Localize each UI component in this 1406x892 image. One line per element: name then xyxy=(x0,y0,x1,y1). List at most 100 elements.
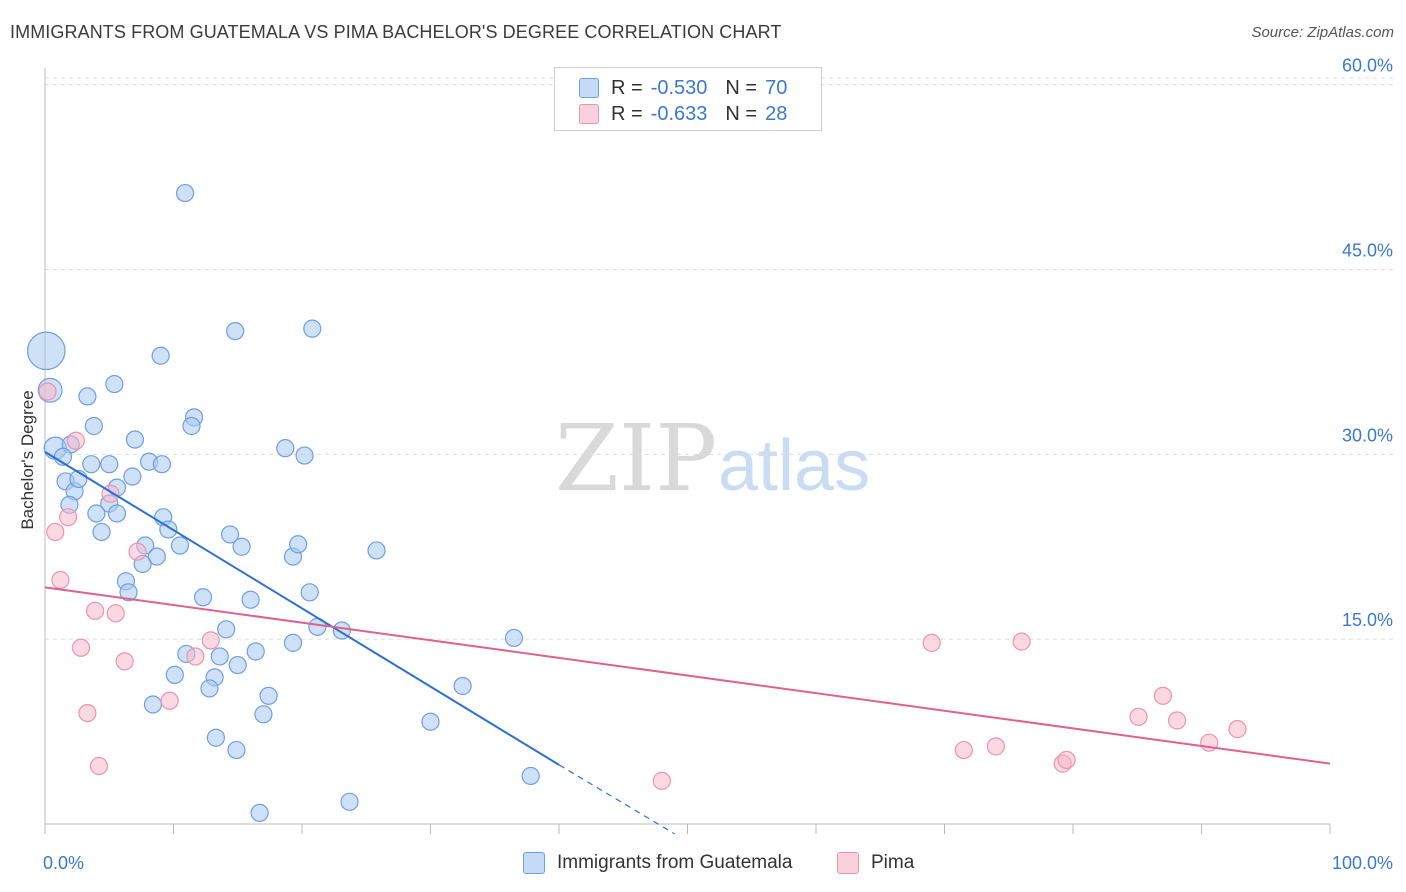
guatemala-point xyxy=(227,740,246,760)
watermark-zip: ZIP xyxy=(555,405,717,512)
guatemala-point xyxy=(289,535,308,554)
pima-point xyxy=(186,647,205,666)
pima-point xyxy=(1153,686,1173,705)
guatemala-point xyxy=(82,455,101,474)
legend-swatch-guatemala xyxy=(579,78,599,98)
legend-n-value: 28 xyxy=(765,102,788,125)
guatemala-point xyxy=(226,321,245,341)
guatemala-point xyxy=(220,525,240,544)
pima-point xyxy=(51,570,70,590)
legend-n-label: N = xyxy=(725,102,758,125)
y-tick-label: 45.0% xyxy=(1342,240,1393,260)
y-tick-label: 30.0% xyxy=(1342,425,1393,445)
pima-point xyxy=(78,703,97,723)
guatemala-point xyxy=(143,695,163,714)
guatemala-point xyxy=(521,766,540,786)
guatemala-point xyxy=(100,455,119,474)
guatemala-point xyxy=(170,536,190,555)
legend-r-value: -0.530 xyxy=(650,76,708,99)
pima-point xyxy=(1228,720,1247,739)
guatemala-point xyxy=(87,504,106,523)
legend-swatch-pima xyxy=(579,104,599,124)
pima-point xyxy=(106,604,125,623)
guatemala-point xyxy=(175,183,195,203)
series-swatch-pima xyxy=(837,852,859,874)
guatemala-point xyxy=(254,705,273,724)
guatemala-point xyxy=(105,374,124,394)
guatemala-point xyxy=(303,319,322,338)
guatemala-point xyxy=(107,504,127,523)
pima-point xyxy=(1012,632,1031,651)
series-label-pima: Pima xyxy=(871,852,915,873)
stats-legend: R = -0.530 N = 70 R = -0.633 N = 28 xyxy=(554,67,822,131)
pima-point xyxy=(86,601,105,620)
guatemala-point xyxy=(26,331,66,371)
guatemala-trend-extension xyxy=(558,764,675,835)
guatemala-point xyxy=(165,665,184,684)
guatemala-point xyxy=(295,446,314,465)
pima-point xyxy=(1129,707,1148,726)
guatemala-trend-line xyxy=(44,451,560,766)
pima-point xyxy=(652,771,671,790)
y-tick-label: 60.0% xyxy=(1342,56,1393,76)
pima-point xyxy=(922,633,941,652)
guatemala-point xyxy=(182,416,201,436)
guatemala-point xyxy=(300,583,319,602)
pima-point xyxy=(71,638,91,657)
legend-row-pima: R = -0.633 N = 28 xyxy=(579,101,787,127)
guatemala-point xyxy=(151,346,170,365)
watermark-atlas: atlas xyxy=(718,426,870,506)
x-tick-label: 0.0% xyxy=(43,853,84,873)
guatemala-point xyxy=(228,655,247,675)
guatemala-point xyxy=(453,676,472,696)
pima-point xyxy=(115,652,134,671)
legend-r-label: R = xyxy=(611,102,643,125)
guatemala-point xyxy=(367,541,386,560)
series-legend-guatemala[interactable]: Immigrants from Guatemala xyxy=(523,852,792,874)
guatemala-point xyxy=(421,712,440,731)
guatemala-point xyxy=(241,590,260,609)
guatemala-point xyxy=(232,537,251,556)
guatemala-point xyxy=(78,387,97,406)
guatemala-point xyxy=(246,642,265,661)
guatemala-point xyxy=(250,803,269,823)
pima-point xyxy=(1057,750,1076,770)
guatemala-point xyxy=(206,728,226,747)
guatemala-point xyxy=(147,547,166,566)
pima-point xyxy=(128,542,147,561)
legend-r-label: R = xyxy=(611,76,643,99)
guatemala-point xyxy=(123,467,142,486)
legend-row-guatemala: R = -0.530 N = 70 xyxy=(579,75,787,101)
guatemala-point xyxy=(504,628,524,648)
guatemala-point xyxy=(119,583,138,602)
pima-point xyxy=(1167,711,1187,730)
pima-point xyxy=(986,737,1006,756)
y-tick-label: 15.0% xyxy=(1342,610,1393,630)
guatemala-point xyxy=(125,430,145,449)
series-legend-pima[interactable]: Pima xyxy=(837,852,914,874)
pima-point xyxy=(89,756,109,776)
pima-point xyxy=(46,522,65,542)
guatemala-point xyxy=(152,455,172,474)
series-label-guatemala: Immigrants from Guatemala xyxy=(557,852,793,873)
legend-r-value: -0.633 xyxy=(650,102,708,125)
source-label: Source: ZipAtlas.com xyxy=(1251,24,1394,41)
guatemala-point xyxy=(217,620,236,639)
y-axis-label: Bachelor's Degree xyxy=(18,390,37,530)
guatemala-point xyxy=(200,679,219,698)
pima-point xyxy=(66,431,85,450)
pima-point xyxy=(59,508,78,527)
guatemala-point xyxy=(84,416,103,436)
pima-point xyxy=(38,382,57,401)
guatemala-point xyxy=(340,792,359,811)
pima-point xyxy=(160,691,179,710)
guatemala-point xyxy=(92,522,111,542)
legend-n-value: 70 xyxy=(765,76,788,99)
pima-trend-line xyxy=(44,586,1331,765)
series-swatch-guatemala xyxy=(523,852,545,874)
legend-n-label: N = xyxy=(725,76,758,99)
guatemala-point xyxy=(283,633,303,652)
guatemala-point xyxy=(193,588,213,607)
guatemala-point xyxy=(276,439,295,458)
